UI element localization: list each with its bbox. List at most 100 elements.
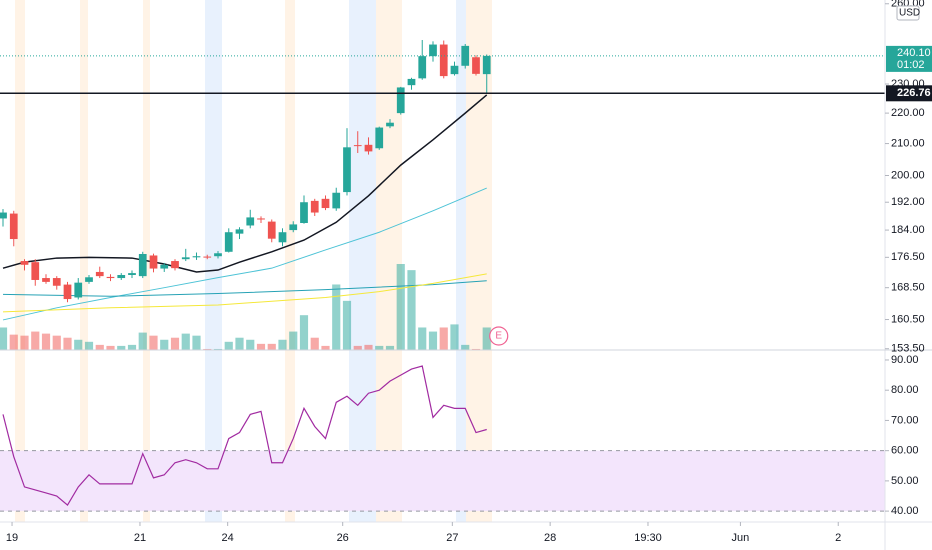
level-tag bbox=[886, 85, 932, 102]
volume-bar bbox=[192, 335, 201, 350]
volume-bar bbox=[63, 337, 72, 350]
y-tick-label: 192.00 bbox=[891, 196, 925, 208]
volume-bar bbox=[9, 334, 18, 350]
volume-bar bbox=[181, 333, 190, 350]
session-band bbox=[349, 0, 376, 522]
volume-bar bbox=[278, 339, 287, 350]
candle-body bbox=[429, 44, 437, 57]
volume-bar bbox=[84, 341, 94, 350]
y-tick-label: 70.00 bbox=[891, 414, 919, 426]
candle-body bbox=[418, 56, 427, 79]
y-tick-label: 40.00 bbox=[891, 505, 919, 517]
currency-box bbox=[896, 5, 920, 21]
volume-bar bbox=[31, 331, 40, 350]
x-tick-label: 2 bbox=[835, 532, 841, 544]
volume-bar bbox=[385, 345, 395, 350]
volume-bar bbox=[364, 344, 373, 350]
candle-body bbox=[149, 255, 158, 269]
x-tick-label: 24 bbox=[222, 532, 234, 544]
y-tick-label: 90.00 bbox=[891, 354, 919, 366]
session-band bbox=[15, 0, 25, 522]
volume-bar bbox=[235, 337, 244, 350]
moving-average bbox=[2, 187, 487, 321]
volume-bar bbox=[267, 343, 276, 350]
volume-bar bbox=[471, 348, 481, 350]
candle-body bbox=[321, 198, 330, 209]
y-tick-label: 80.00 bbox=[891, 384, 919, 396]
session-band bbox=[376, 0, 402, 522]
volume-bar bbox=[321, 345, 330, 350]
volume-bar bbox=[0, 327, 8, 350]
candle-body bbox=[235, 229, 244, 234]
candle-body bbox=[450, 65, 459, 75]
candle-body bbox=[42, 278, 50, 282]
candle-body bbox=[117, 274, 126, 279]
volume-bar bbox=[310, 337, 319, 350]
candle-body bbox=[246, 217, 255, 226]
volume-bar bbox=[439, 327, 448, 350]
candle-body bbox=[353, 145, 362, 147]
volume-bar bbox=[106, 345, 115, 350]
session-band bbox=[456, 0, 466, 522]
candle-body bbox=[343, 147, 351, 193]
candle-body bbox=[375, 127, 384, 149]
candle-body bbox=[160, 264, 169, 269]
volume-bar bbox=[138, 332, 147, 350]
volume-bar bbox=[461, 344, 470, 350]
volume-bar bbox=[127, 344, 137, 350]
candle-body bbox=[0, 212, 7, 219]
session-band bbox=[285, 0, 295, 522]
candle-body bbox=[224, 232, 233, 252]
candle-body bbox=[74, 282, 83, 298]
y-tick-label: 60.00 bbox=[891, 445, 919, 457]
candle-body bbox=[482, 55, 491, 75]
volume-bar bbox=[224, 341, 233, 350]
x-tick-label: 19:30 bbox=[634, 532, 662, 544]
candle-body bbox=[181, 257, 190, 260]
last-price-tag bbox=[886, 45, 932, 72]
volume-bar bbox=[170, 337, 180, 350]
plot-area: E bbox=[0, 39, 885, 512]
y-tick-label: 200.00 bbox=[891, 169, 925, 181]
x-tick-label: 19 bbox=[6, 532, 18, 544]
volume-bar bbox=[256, 343, 266, 350]
session-bands bbox=[15, 0, 492, 522]
moving-average bbox=[2, 94, 488, 273]
candle-body bbox=[300, 202, 308, 224]
volume-bar bbox=[289, 331, 298, 350]
volume-bar bbox=[74, 339, 83, 350]
volume-bar bbox=[246, 339, 255, 350]
candle-body bbox=[95, 271, 104, 277]
candle-body bbox=[439, 44, 448, 77]
moving-average bbox=[2, 273, 487, 313]
candle-body bbox=[52, 278, 61, 286]
candle-body bbox=[472, 57, 480, 74]
candle-body bbox=[203, 256, 212, 258]
candle-body bbox=[332, 192, 341, 209]
candle-body bbox=[267, 221, 276, 239]
x-tick-label: Jun bbox=[732, 532, 750, 544]
volume-bar bbox=[396, 264, 405, 350]
volume-bar bbox=[95, 344, 104, 350]
volume-bar bbox=[299, 315, 309, 350]
candle-body bbox=[386, 122, 394, 127]
volume-bar bbox=[332, 284, 341, 350]
y-tick-label: 50.00 bbox=[891, 475, 919, 487]
candle-body bbox=[9, 213, 18, 240]
volume-bar bbox=[20, 335, 29, 350]
y-tick-label: 176.50 bbox=[891, 251, 925, 263]
x-tick-label: 27 bbox=[446, 532, 458, 544]
volume-bar bbox=[52, 335, 61, 350]
candle-body bbox=[138, 253, 147, 277]
candle-body bbox=[289, 224, 298, 231]
session-band bbox=[462, 0, 492, 522]
candle-body bbox=[128, 273, 136, 275]
x-tick-label: 21 bbox=[134, 532, 146, 544]
volume-bar bbox=[353, 345, 362, 350]
session-band bbox=[205, 0, 222, 522]
candle-body bbox=[171, 261, 179, 269]
y-tick-label: 168.50 bbox=[891, 282, 925, 294]
volume-bar bbox=[375, 345, 384, 350]
